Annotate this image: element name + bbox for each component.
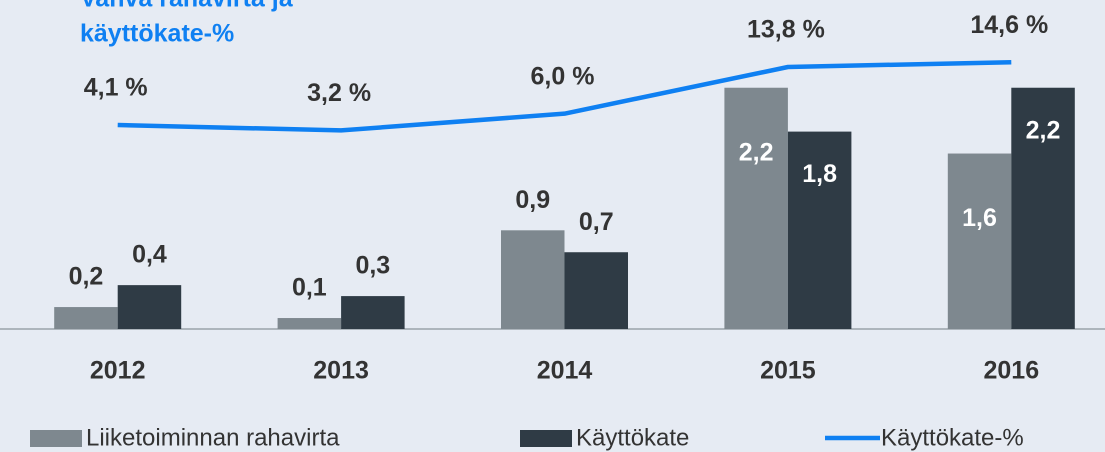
chart-title: Vahva rahavirta ja: [80, 0, 294, 13]
data-label: 2,2: [739, 138, 774, 166]
bar: [564, 252, 628, 329]
line-label: 3,2 %: [307, 79, 371, 107]
data-label: 0,9: [515, 186, 550, 214]
data-label: 0,7: [579, 208, 614, 236]
x-tick-label: 2014: [537, 357, 593, 385]
bar: [277, 318, 342, 329]
bar: [341, 296, 405, 329]
legend-label: Käyttökate-%: [881, 424, 1024, 451]
bar: [117, 285, 182, 329]
data-label: 2,2: [1026, 116, 1061, 144]
data-label: 0,3: [355, 252, 390, 280]
x-tick-label: 2016: [983, 357, 1039, 385]
bar: [501, 230, 565, 329]
data-label: 0,2: [69, 263, 104, 291]
bar: [724, 87, 788, 329]
line-label: 14,6 %: [970, 11, 1048, 39]
legend-label: Liiketoiminnan rahavirta: [86, 424, 340, 451]
line-label: 4,1 %: [84, 74, 148, 102]
bar: [1011, 87, 1075, 329]
bar: [947, 153, 1012, 329]
legend-label: Käyttökate: [576, 424, 689, 451]
line-label: 6,0 %: [531, 62, 595, 90]
data-label: 1,6: [962, 204, 997, 232]
line: [117, 59, 1012, 133]
bar: [54, 307, 118, 329]
x-tick-label: 2013: [313, 357, 369, 385]
x-tick-label: 2012: [90, 357, 146, 385]
legend-swatch: [30, 430, 82, 447]
data-label: 0,1: [292, 274, 327, 302]
data-label: 1,8: [802, 160, 837, 188]
chart-title: käyttökate-%: [80, 20, 234, 48]
bar: [787, 131, 852, 329]
line-label: 13,8 %: [747, 16, 825, 44]
data-label: 0,4: [132, 241, 167, 269]
x-tick-label: 2015: [760, 357, 816, 385]
legend-swatch: [520, 430, 572, 447]
